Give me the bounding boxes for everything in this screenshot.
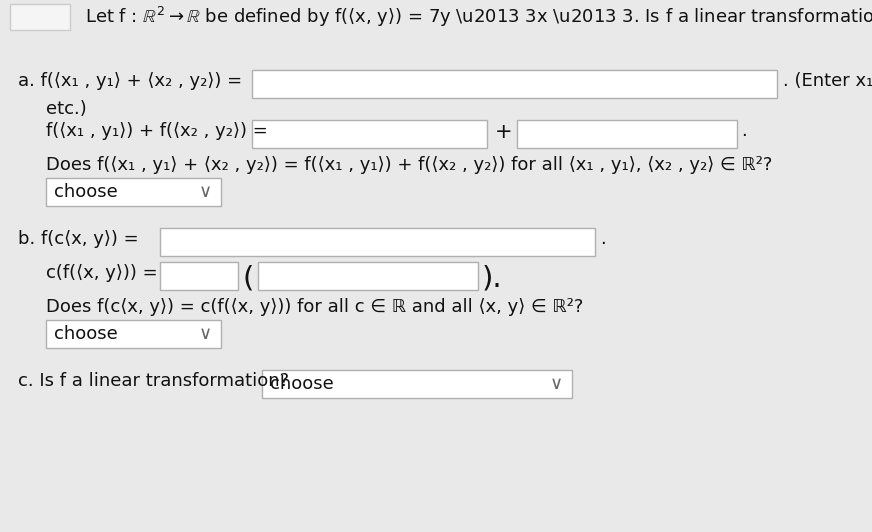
- FancyBboxPatch shape: [258, 262, 478, 290]
- Text: c. Is f a linear transformation?: c. Is f a linear transformation?: [18, 372, 290, 390]
- Text: .: .: [741, 122, 746, 140]
- Text: etc.): etc.): [46, 100, 86, 118]
- Text: Does f(c⟨x, y⟩) = c(f(⟨x, y⟩)) for all c ∈ ℝ and all ⟨x, y⟩ ∈ ℝ²?: Does f(c⟨x, y⟩) = c(f(⟨x, y⟩)) for all c…: [46, 298, 583, 316]
- Text: choose: choose: [270, 375, 334, 393]
- Text: ∨: ∨: [199, 325, 212, 343]
- FancyBboxPatch shape: [262, 370, 572, 398]
- Text: choose: choose: [54, 183, 118, 201]
- Text: b. f(c⟨x, y⟩) =: b. f(c⟨x, y⟩) =: [18, 230, 139, 248]
- Text: .: .: [600, 230, 606, 248]
- Text: +: +: [495, 122, 513, 142]
- Text: c(f(⟨x, y⟩)) =: c(f(⟨x, y⟩)) =: [46, 264, 158, 282]
- FancyBboxPatch shape: [517, 120, 737, 148]
- FancyBboxPatch shape: [10, 4, 70, 30]
- FancyBboxPatch shape: [252, 70, 777, 98]
- Text: Does f(⟨x₁ , y₁⟩ + ⟨x₂ , y₂⟩) = f(⟨x₁ , y₁⟩) + f(⟨x₂ , y₂⟩) for all ⟨x₁ , y₁⟩, ⟨: Does f(⟨x₁ , y₁⟩ + ⟨x₂ , y₂⟩) = f(⟨x₁ , …: [46, 156, 773, 174]
- Text: ).: ).: [482, 264, 502, 292]
- Text: (: (: [242, 264, 254, 292]
- Text: . (Enter x₁ as x1,: . (Enter x₁ as x1,: [783, 72, 872, 90]
- Text: ∨: ∨: [199, 183, 212, 201]
- Text: a. f(⟨x₁ , y₁⟩ + ⟨x₂ , y₂⟩) =: a. f(⟨x₁ , y₁⟩ + ⟨x₂ , y₂⟩) =: [18, 72, 242, 90]
- FancyBboxPatch shape: [252, 120, 487, 148]
- Text: f(⟨x₁ , y₁⟩) + f(⟨x₂ , y₂⟩) =: f(⟨x₁ , y₁⟩) + f(⟨x₂ , y₂⟩) =: [46, 122, 268, 140]
- FancyBboxPatch shape: [160, 262, 238, 290]
- Text: Let f : $\mathbb{R}^2 \rightarrow \mathbb{R}$ be defined by f($\langle$x, y$\ran: Let f : $\mathbb{R}^2 \rightarrow \mathb…: [85, 5, 872, 29]
- Text: choose: choose: [54, 325, 118, 343]
- Text: ∨: ∨: [550, 375, 563, 393]
- FancyBboxPatch shape: [46, 320, 221, 348]
- FancyBboxPatch shape: [46, 178, 221, 206]
- FancyBboxPatch shape: [160, 228, 595, 256]
